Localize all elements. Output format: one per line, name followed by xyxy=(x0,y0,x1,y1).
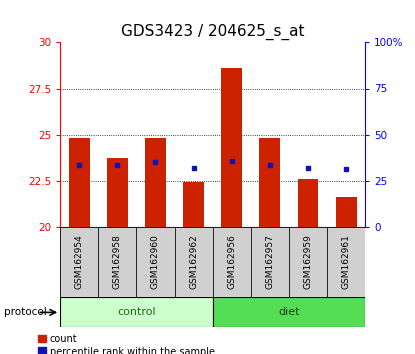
Text: GSM162961: GSM162961 xyxy=(342,234,351,290)
Bar xyxy=(98,227,137,297)
Bar xyxy=(289,227,327,297)
Text: control: control xyxy=(117,307,156,318)
Text: GSM162962: GSM162962 xyxy=(189,235,198,289)
Text: diet: diet xyxy=(278,307,300,318)
Bar xyxy=(183,182,204,227)
Text: protocol: protocol xyxy=(4,307,47,318)
Bar xyxy=(107,159,128,227)
Bar xyxy=(175,227,213,297)
Bar xyxy=(212,227,251,297)
Bar xyxy=(212,297,365,327)
Text: GSM162958: GSM162958 xyxy=(113,234,122,290)
Text: GSM162960: GSM162960 xyxy=(151,234,160,290)
Legend: count, percentile rank within the sample: count, percentile rank within the sample xyxy=(38,334,215,354)
Text: GSM162956: GSM162956 xyxy=(227,234,236,290)
Text: GSM162957: GSM162957 xyxy=(265,234,274,290)
Bar xyxy=(221,68,242,227)
Title: GDS3423 / 204625_s_at: GDS3423 / 204625_s_at xyxy=(121,23,305,40)
Bar xyxy=(259,138,281,227)
Bar xyxy=(60,297,212,327)
Bar xyxy=(327,227,365,297)
Text: GSM162959: GSM162959 xyxy=(303,234,312,290)
Text: GSM162954: GSM162954 xyxy=(75,235,84,289)
Bar xyxy=(251,227,289,297)
Bar xyxy=(145,138,166,227)
Bar xyxy=(69,138,90,227)
Bar xyxy=(298,179,318,227)
Bar xyxy=(60,227,98,297)
Bar xyxy=(137,227,175,297)
Bar xyxy=(336,197,356,227)
